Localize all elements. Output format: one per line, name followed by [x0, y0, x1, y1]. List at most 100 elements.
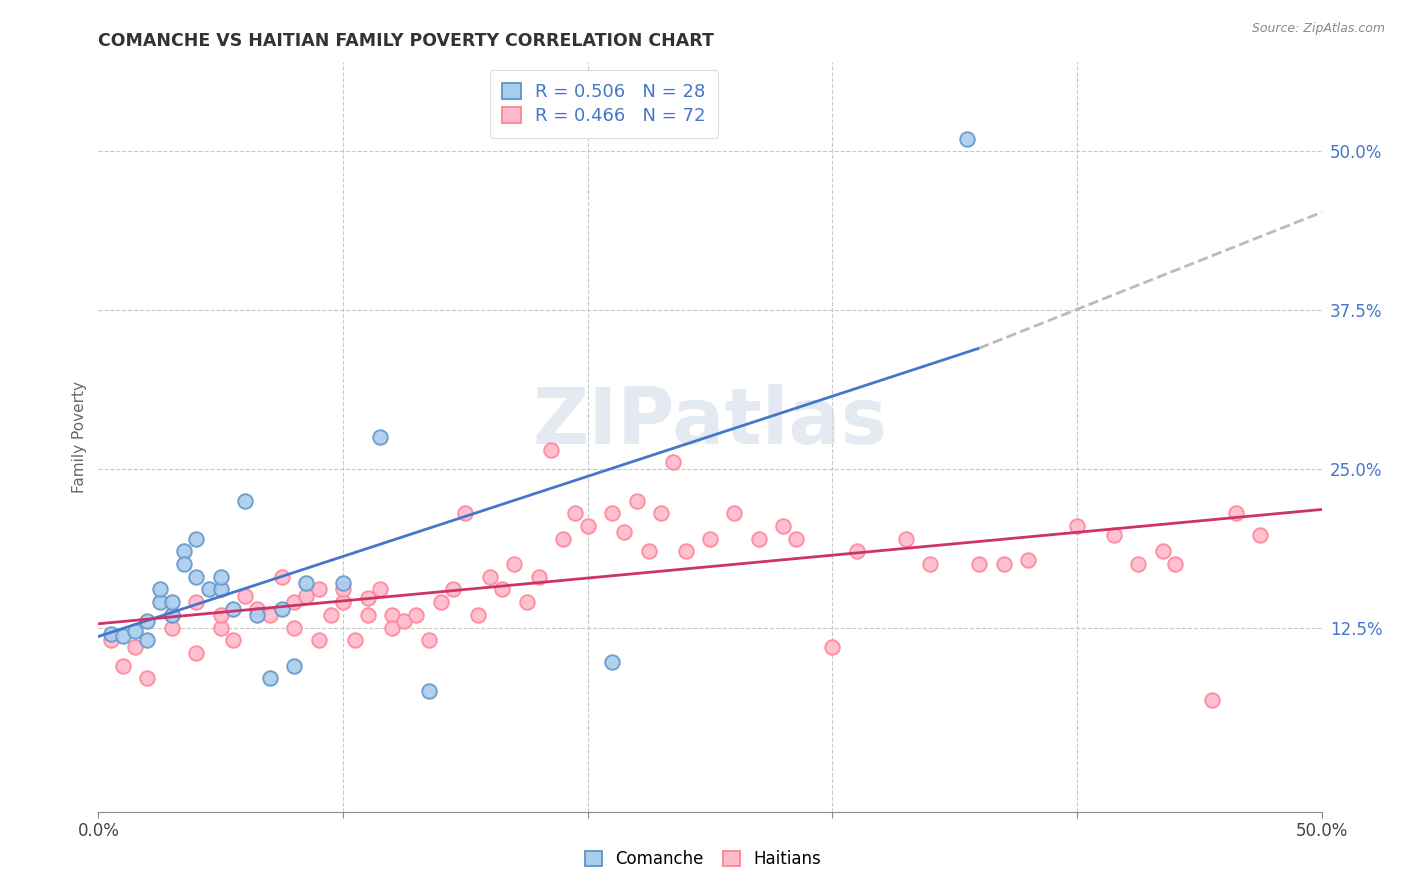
Point: [332, 576, 354, 591]
Point: [993, 557, 1015, 571]
Text: Source: ZipAtlas.com: Source: ZipAtlas.com: [1251, 22, 1385, 36]
Point: [1102, 528, 1125, 542]
Point: [748, 532, 770, 546]
Point: [149, 595, 172, 609]
Point: [111, 630, 134, 644]
Point: [124, 624, 146, 639]
Point: [246, 601, 269, 615]
Point: [1201, 693, 1223, 707]
Point: [209, 607, 232, 622]
Point: [186, 595, 208, 609]
Point: [723, 506, 745, 520]
Point: [956, 131, 979, 145]
Point: [600, 655, 623, 669]
Point: [1152, 544, 1174, 558]
Point: [418, 684, 440, 698]
Point: [1225, 506, 1247, 520]
Point: [100, 633, 122, 648]
Point: [564, 506, 586, 520]
Point: [920, 557, 942, 571]
Point: [699, 532, 721, 546]
Point: [283, 595, 305, 609]
Text: ZIPatlas: ZIPatlas: [533, 384, 887, 460]
Point: [368, 430, 391, 444]
Point: [308, 633, 330, 648]
Point: [233, 589, 256, 603]
Point: [136, 614, 159, 628]
Point: [222, 601, 245, 615]
Point: [319, 607, 342, 622]
Point: [160, 621, 183, 635]
Point: [626, 493, 648, 508]
Point: [173, 557, 195, 571]
Point: [1128, 557, 1150, 571]
Point: [845, 544, 868, 558]
Point: [467, 607, 489, 622]
Point: [332, 582, 354, 597]
Point: [356, 607, 378, 622]
Point: [576, 519, 599, 533]
Point: [650, 506, 672, 520]
Legend: R = 0.506   N = 28, R = 0.466   N = 72: R = 0.506 N = 28, R = 0.466 N = 72: [489, 70, 718, 138]
Point: [356, 591, 378, 606]
Point: [418, 633, 440, 648]
Point: [149, 582, 172, 597]
Point: [344, 633, 367, 648]
Point: [136, 633, 159, 648]
Point: [283, 621, 305, 635]
Point: [894, 532, 917, 546]
Point: [637, 544, 661, 558]
Point: [1249, 528, 1271, 542]
Y-axis label: Family Poverty: Family Poverty: [72, 381, 87, 493]
Point: [527, 570, 550, 584]
Point: [259, 607, 281, 622]
Point: [295, 576, 318, 591]
Point: [515, 595, 537, 609]
Point: [186, 570, 208, 584]
Point: [209, 570, 232, 584]
Point: [100, 627, 122, 641]
Point: [392, 614, 416, 628]
Point: [136, 672, 159, 686]
Point: [553, 532, 575, 546]
Point: [454, 506, 477, 520]
Point: [209, 582, 232, 597]
Point: [246, 607, 269, 622]
Point: [613, 525, 636, 540]
Point: [405, 607, 427, 622]
Point: [772, 519, 794, 533]
Point: [186, 646, 208, 660]
Point: [967, 557, 990, 571]
Point: [111, 658, 134, 673]
Point: [381, 607, 404, 622]
Point: [173, 544, 195, 558]
Point: [222, 633, 245, 648]
Point: [600, 506, 623, 520]
Point: [381, 621, 404, 635]
Legend: Comanche, Haitians: Comanche, Haitians: [578, 844, 828, 875]
Point: [160, 595, 183, 609]
Point: [785, 532, 807, 546]
Point: [124, 640, 146, 654]
Point: [430, 595, 453, 609]
Point: [160, 607, 183, 622]
Point: [259, 672, 281, 686]
Point: [295, 589, 318, 603]
Point: [332, 595, 354, 609]
Point: [1066, 519, 1088, 533]
Point: [160, 607, 183, 622]
Point: [270, 601, 294, 615]
Point: [186, 532, 208, 546]
Point: [197, 582, 219, 597]
Point: [491, 582, 513, 597]
Point: [209, 621, 232, 635]
Point: [270, 570, 294, 584]
Point: [478, 570, 501, 584]
Point: [675, 544, 697, 558]
Point: [540, 442, 562, 457]
Point: [503, 557, 526, 571]
Point: [283, 658, 305, 673]
Point: [1164, 557, 1187, 571]
Point: [308, 582, 330, 597]
Point: [821, 640, 844, 654]
